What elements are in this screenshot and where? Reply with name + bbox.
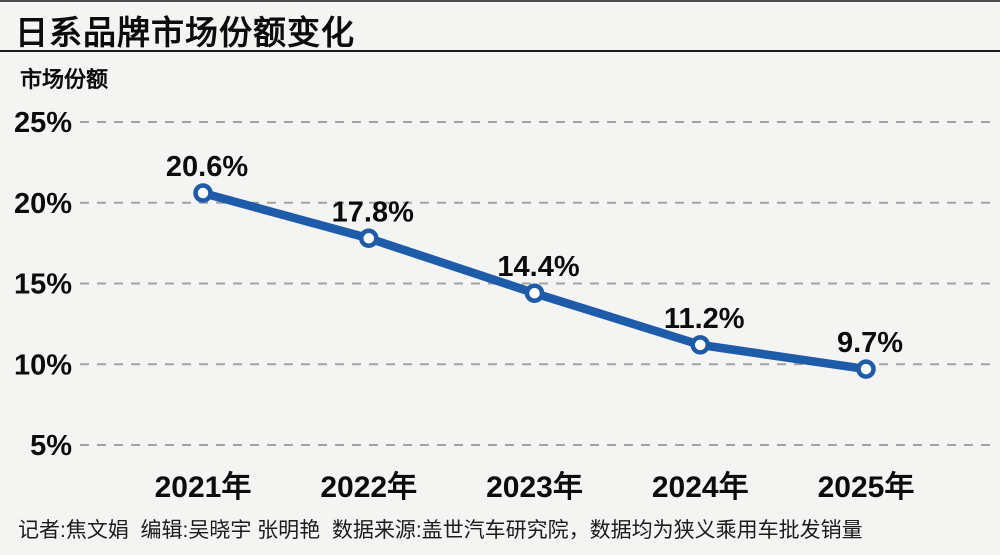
y-axis-title: 市场份额 [20,67,109,92]
x-tick-label: 2025年 [818,471,915,504]
y-tick-label: 25% [14,107,72,139]
data-point-label: 11.2% [664,303,745,335]
data-point-label: 14.4% [497,251,579,283]
data-point-label: 9.7% [837,327,903,359]
x-tick-label: 2022年 [320,471,417,504]
data-point-marker [193,183,213,203]
data-point-label: 17.8% [332,196,414,228]
chart-title: 日系品牌市场份额变化 [15,14,355,51]
data-point-marker [524,283,545,303]
x-tick-label: 2023年 [486,471,583,504]
y-tick-label: 15% [14,269,72,301]
top-border-line [0,0,1000,2]
data-point-marker [359,228,379,249]
x-tick-label: 2024年 [652,471,749,504]
y-tick-label: 10% [14,349,72,381]
data-point-label: 20.6% [166,151,248,183]
credits-line: 记者:焦文娟 编辑:吴晓宇 张明艳 数据来源:盖世汽车研究院，数据均为狭义乘用车… [18,519,863,542]
data-point-marker [690,335,710,355]
y-tick-label: 20% [14,188,72,220]
y-tick-label: 5% [30,430,72,462]
title-divider [0,50,1000,52]
x-tick-label: 2021年 [155,471,252,504]
data-point-marker [856,359,876,379]
